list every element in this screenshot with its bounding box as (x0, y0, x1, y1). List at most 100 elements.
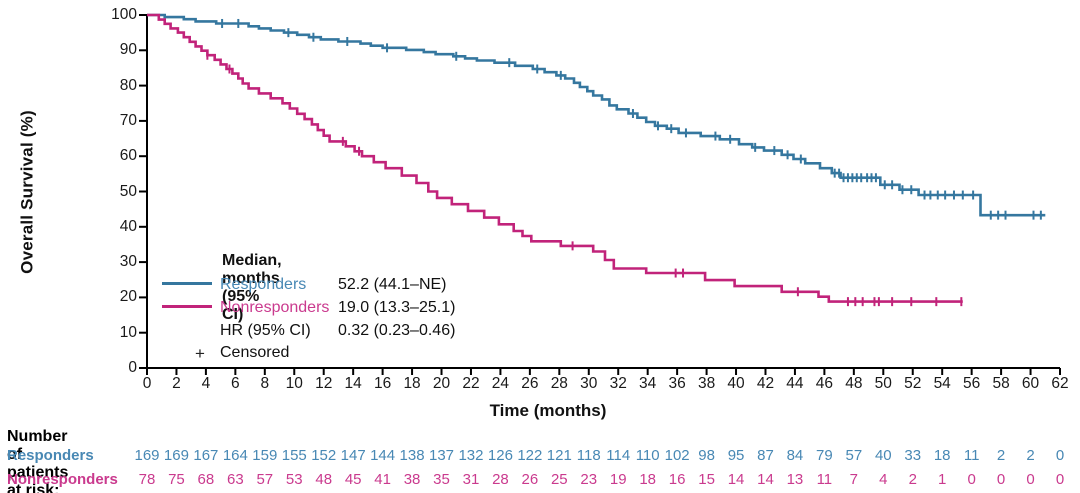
risk-count: 25 (550, 471, 568, 488)
risk-count: 26 (521, 471, 539, 488)
x-tick-label: 56 (963, 375, 981, 392)
risk-count: 1 (938, 471, 947, 488)
x-tick-label: 42 (756, 375, 775, 392)
risk-count: 132 (458, 447, 484, 464)
legend-title: Median, months (95% CI) (222, 252, 282, 323)
risk-count: 15 (698, 471, 715, 488)
risk-count: 169 (163, 447, 189, 464)
risk-count: 126 (487, 447, 513, 464)
risk-count: 18 (933, 447, 951, 464)
risk-count: 118 (576, 447, 601, 464)
risk-count: 122 (517, 447, 543, 464)
x-tick-label: 36 (668, 375, 686, 392)
risk-count: 121 (546, 447, 572, 464)
risk-count: 38 (403, 471, 421, 488)
responders-line-swatch (162, 282, 212, 285)
y-tick-label: 70 (119, 111, 137, 129)
x-tick-label: 38 (697, 375, 716, 392)
risk-count: 110 (635, 447, 660, 464)
x-tick-label: 30 (580, 375, 598, 392)
x-tick-label: 4 (201, 375, 211, 392)
risk-count: 87 (757, 447, 774, 464)
risk-count: 48 (315, 471, 333, 488)
risk-count: 167 (193, 447, 219, 464)
y-tick-label: 60 (119, 147, 137, 165)
x-tick-label: 6 (231, 375, 240, 392)
y-tick-label: 10 (119, 323, 137, 341)
x-tick-label: 10 (285, 375, 303, 392)
x-tick-label: 24 (491, 375, 510, 392)
y-tick-label: 80 (119, 76, 137, 94)
x-tick-label: 20 (432, 375, 451, 392)
risk-count: 57 (256, 471, 274, 488)
risk-count: 0 (967, 471, 976, 488)
risk-count: 78 (138, 471, 156, 488)
x-tick-label: 52 (904, 375, 922, 392)
risk-row-label-responders: Responders (7, 447, 94, 464)
x-tick-label: 0 (142, 375, 152, 392)
risk-count: 75 (168, 471, 185, 488)
risk-count: 138 (399, 447, 425, 464)
risk-count: 45 (344, 471, 362, 488)
legend-label-censored: Censored (220, 344, 290, 361)
risk-count: 102 (664, 447, 690, 464)
risk-count: 169 (134, 447, 160, 464)
risk-count: 164 (222, 447, 248, 464)
risk-count: 159 (252, 447, 278, 464)
risk-count: 33 (904, 447, 922, 464)
y-tick-label: 50 (119, 182, 137, 200)
x-tick-label: 28 (550, 375, 568, 392)
x-tick-label: 12 (315, 375, 333, 392)
risk-count: 63 (227, 471, 244, 488)
x-tick-label: 26 (521, 375, 539, 392)
risk-count: 16 (668, 471, 686, 488)
legend-label-nonresponders: Nonresponders (220, 299, 330, 316)
x-tick-label: 2 (172, 375, 181, 392)
y-tick-label: 90 (119, 41, 137, 59)
x-axis-title: Time (months) (489, 401, 607, 420)
risk-count: 4 (879, 471, 888, 488)
risk-count: 84 (786, 447, 804, 464)
x-tick-label: 58 (992, 375, 1010, 392)
risk-row-label-nonresponders: Nonresponders (7, 471, 118, 488)
nonresponders-line-swatch (162, 305, 212, 308)
risk-count: 14 (757, 471, 774, 488)
risk-count: 95 (727, 447, 745, 464)
responders-curve (147, 13, 1046, 217)
legend-value-hr: 0.32 (0.23–0.46) (338, 322, 456, 339)
risk-count: 57 (845, 447, 863, 464)
risk-count: 2 (1026, 447, 1035, 464)
x-tick-label: 62 (1051, 375, 1069, 392)
y-tick-label: 20 (119, 288, 137, 306)
risk-count: 53 (285, 471, 303, 488)
risk-count: 14 (727, 471, 745, 488)
y-tick-label: 100 (111, 6, 137, 23)
risk-count: 0 (1055, 447, 1065, 464)
risk-count: 28 (492, 471, 509, 488)
survival-plot-svg (139, 13, 1061, 375)
risk-count: 152 (311, 447, 337, 464)
y-axis-title: Overall Survival (%) (17, 110, 37, 274)
x-tick-label: 50 (874, 375, 892, 392)
risk-count: 155 (281, 447, 307, 464)
risk-count: 11 (816, 471, 833, 488)
risk-count: 144 (370, 447, 396, 464)
x-tick-label: 46 (815, 375, 833, 392)
risk-count: 41 (374, 471, 391, 488)
legend-label-hr: HR (95% CI) (220, 322, 311, 339)
risk-count: 19 (609, 471, 627, 488)
risk-count: 68 (197, 471, 215, 488)
x-tick-label: 48 (845, 375, 863, 392)
risk-count: 79 (816, 447, 833, 464)
x-tick-label: 54 (933, 375, 951, 392)
x-tick-label: 60 (1021, 375, 1040, 392)
risk-count: 40 (874, 447, 892, 464)
risk-count: 35 (433, 471, 450, 488)
legend-label-responders: Responders (220, 276, 307, 293)
x-tick-label: 22 (462, 375, 480, 392)
x-tick-label: 18 (403, 375, 421, 392)
legend-value-responders-median: 52.2 (44.1–NE) (338, 276, 447, 293)
risk-count: 7 (849, 471, 858, 488)
risk-count: 114 (606, 447, 631, 464)
x-tick-label: 44 (786, 375, 804, 392)
